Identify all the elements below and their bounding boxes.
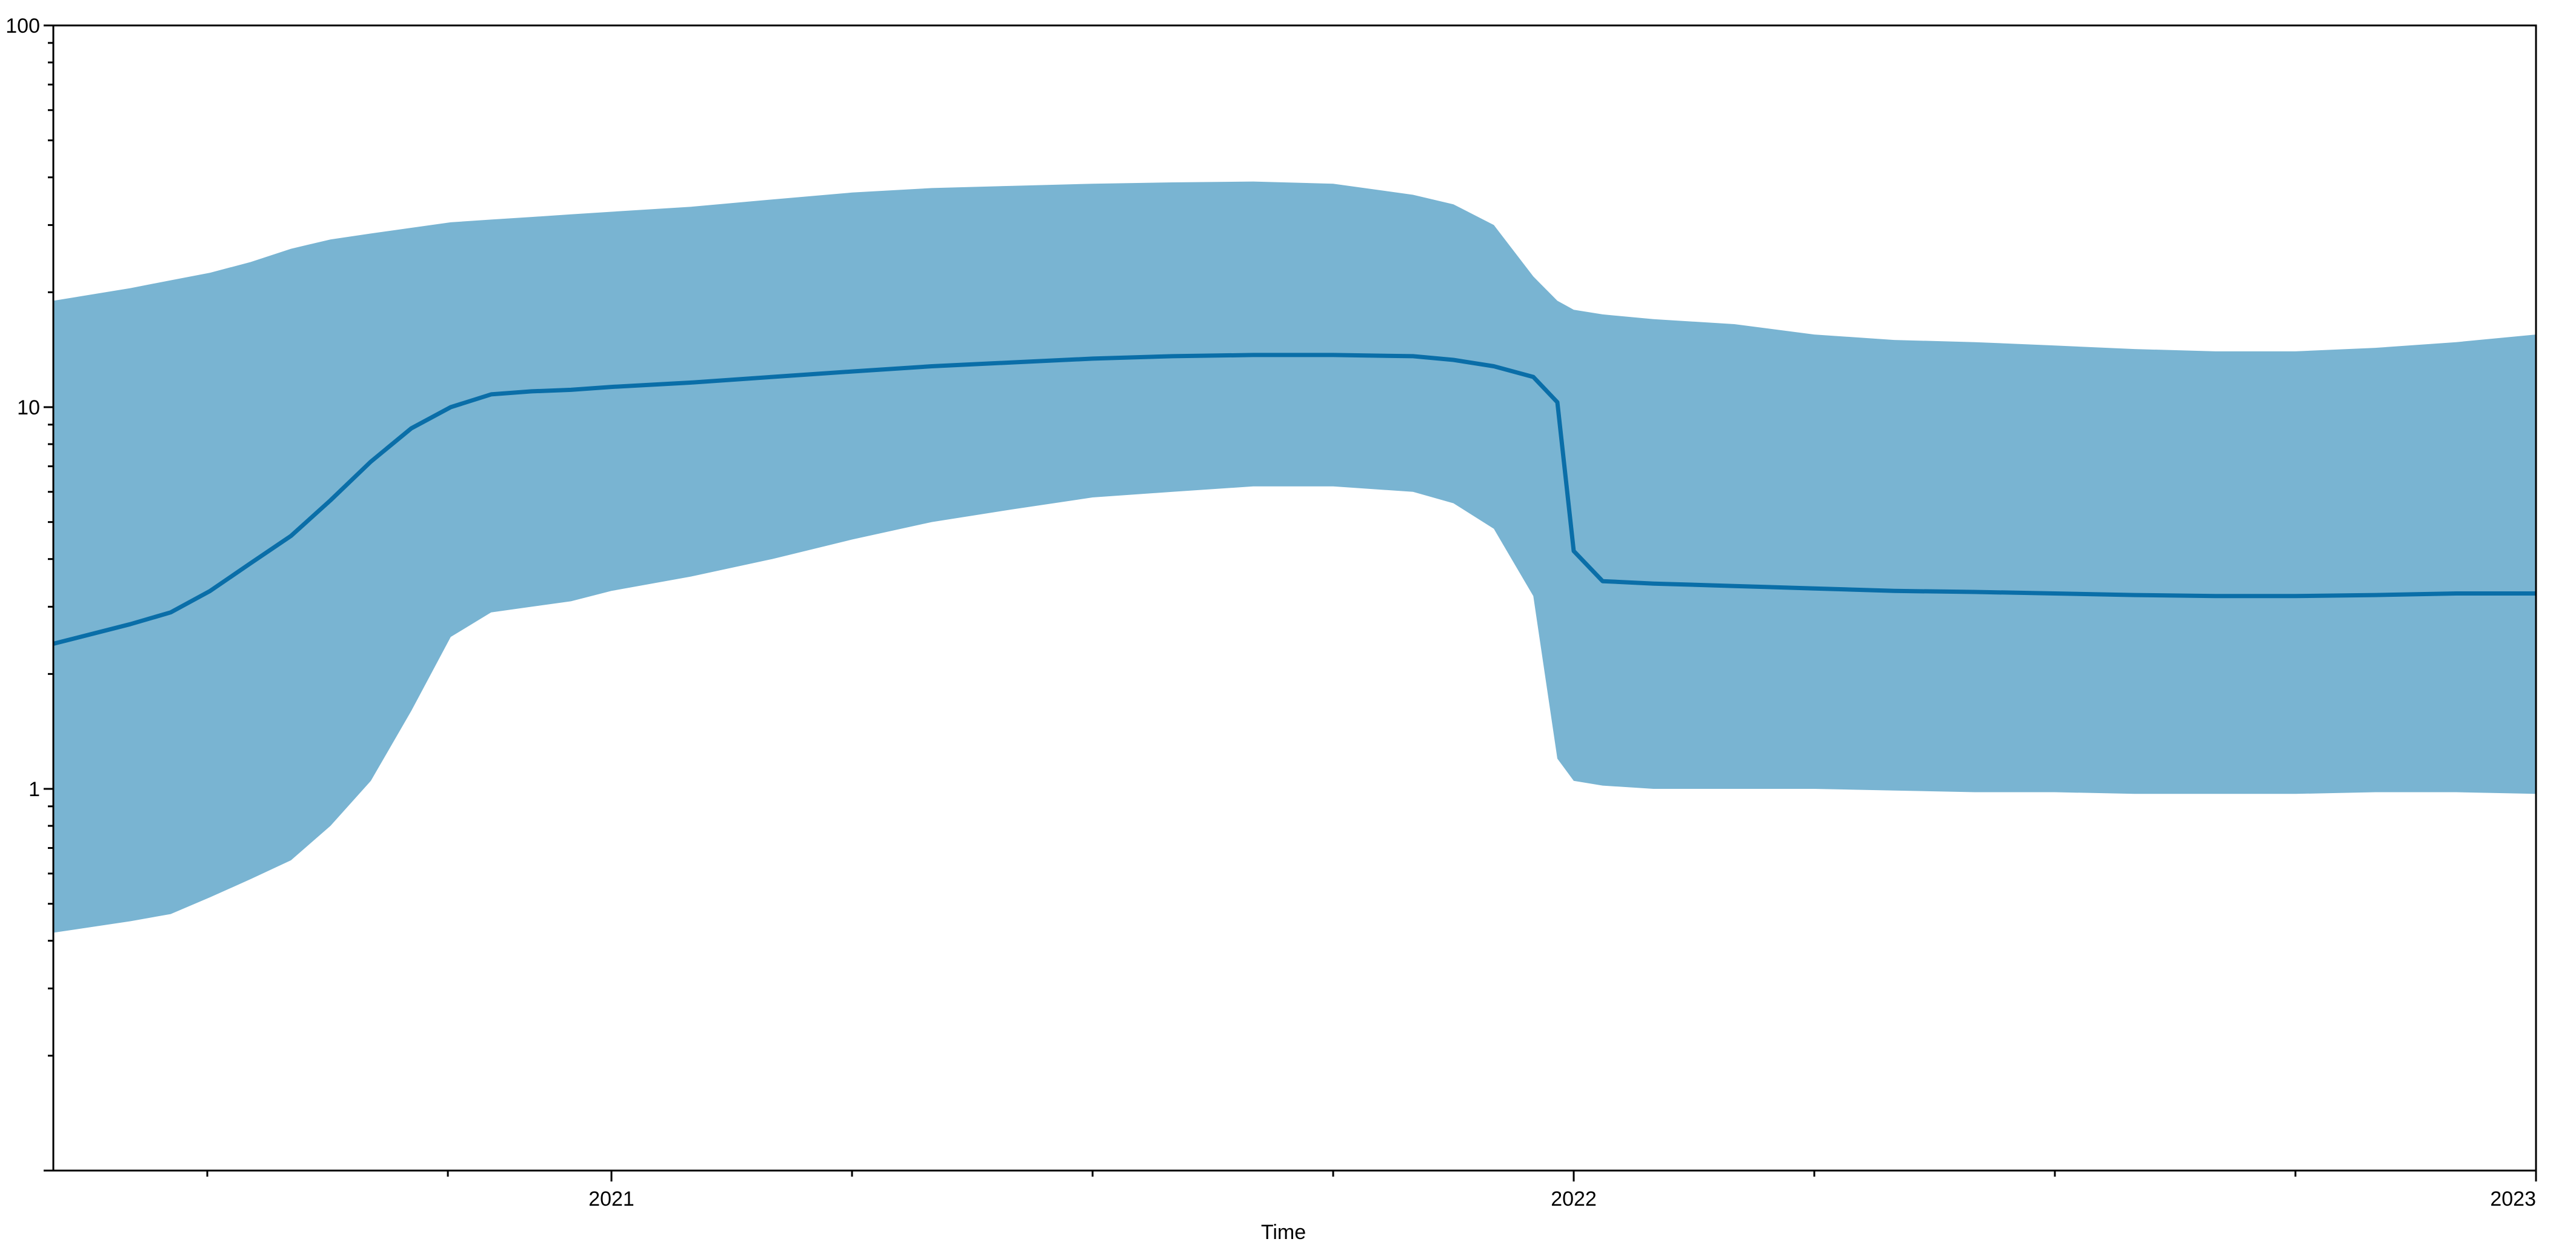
x-tick-label: 2022 [1551, 1188, 1597, 1211]
y-tick-label: 10 [17, 396, 40, 419]
y-axis: 1 10 100 [5, 15, 53, 1172]
confidence-band [53, 181, 2536, 933]
y-tick-label: 1 [28, 778, 40, 801]
x-axis-label: Time [1261, 1221, 1306, 1244]
x-axis: 2021 2022 2023 [206, 1171, 2537, 1211]
x-tick-label: 2023 [2490, 1188, 2536, 1211]
plot-frame [52, 24, 2537, 1172]
median-line [53, 353, 2536, 646]
x-tick-label: 2021 [588, 1188, 634, 1211]
plot-area [53, 181, 2536, 933]
y-tick-label: 100 [5, 15, 40, 38]
